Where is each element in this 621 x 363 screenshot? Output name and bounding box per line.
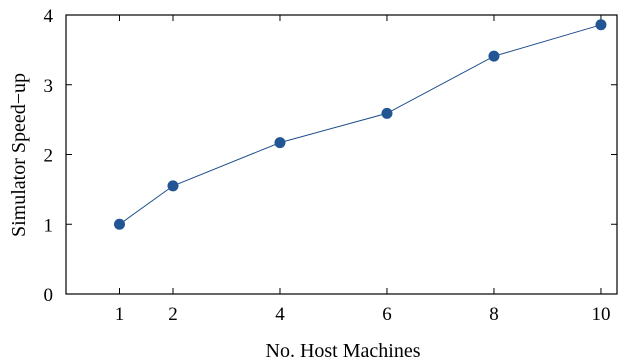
y-tick-label-0: 0 [44, 285, 54, 306]
data-point-1 [167, 180, 179, 192]
series-layer [113, 19, 607, 230]
plot-border [65, 14, 618, 295]
plot-frame [65, 14, 618, 295]
x-tick-label-3: 6 [382, 304, 392, 325]
data-point-5 [595, 19, 607, 31]
data-point-2 [274, 137, 286, 149]
data-point-3 [381, 107, 393, 119]
y-tick-label-2: 2 [44, 146, 54, 167]
x-tick-label-1: 2 [168, 304, 178, 325]
y-axis-label: Simulator Speed−up [8, 73, 30, 237]
y-tick-label-3: 3 [44, 76, 54, 97]
x-tick-label-4: 8 [489, 304, 499, 325]
y-tick-label-1: 1 [44, 215, 54, 236]
data-point-4 [488, 50, 500, 62]
y-tick-label-4: 4 [44, 6, 54, 27]
x-tick-label-2: 4 [275, 304, 285, 325]
axis-ticks: 1 2 4 6 8 10 0 1 2 3 4 [44, 6, 617, 325]
x-tick-label-0: 1 [115, 304, 125, 325]
x-tick-label-5: 10 [591, 304, 610, 325]
series-line-0 [119, 24, 602, 225]
x-axis-label: No. Host Machines [266, 340, 421, 362]
data-point-0 [113, 218, 125, 230]
